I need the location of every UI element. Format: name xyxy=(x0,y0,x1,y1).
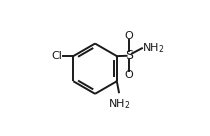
Text: Cl: Cl xyxy=(51,51,62,61)
Text: NH$_2$: NH$_2$ xyxy=(108,97,130,111)
Text: S: S xyxy=(125,49,133,62)
Text: O: O xyxy=(125,31,133,41)
Text: NH$_2$: NH$_2$ xyxy=(142,41,165,55)
Text: O: O xyxy=(125,70,133,81)
